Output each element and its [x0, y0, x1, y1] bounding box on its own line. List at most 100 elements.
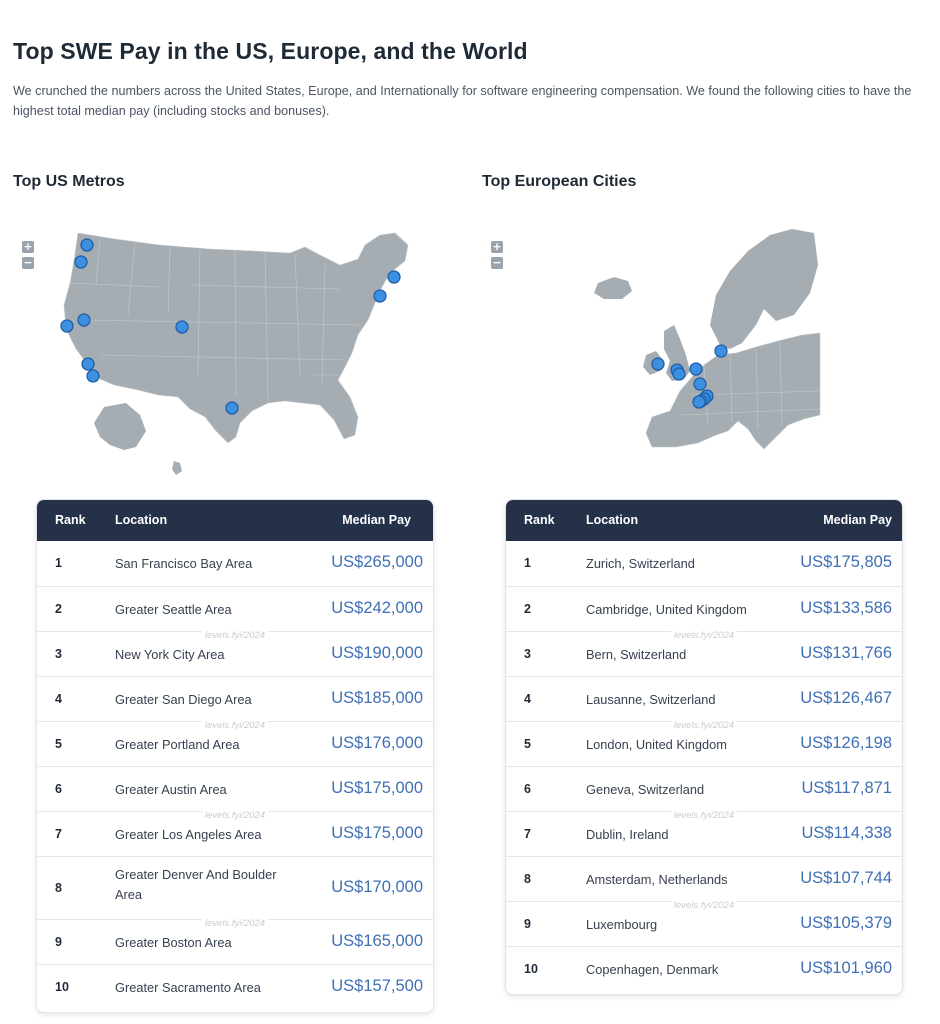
- location-cell: Geneva, Switzerland: [586, 781, 705, 797]
- marker-luxembourg[interactable]: [693, 377, 707, 391]
- location-cell: Greater Los Angeles Area: [115, 826, 262, 842]
- table-row: 9 Greater Boston Area US$165,000: [37, 919, 433, 964]
- marker-copenhagen[interactable]: [714, 344, 728, 358]
- marker-amsterdam[interactable]: [689, 362, 703, 376]
- marker-san-francisco[interactable]: [60, 319, 74, 333]
- median-pay-cell: US$105,379: [800, 913, 892, 932]
- us-map[interactable]: [40, 225, 420, 480]
- median-pay-cell: US$165,000: [331, 931, 423, 950]
- marker-sacramento[interactable]: [77, 313, 91, 327]
- table-row: 8 Greater Denver And Boulder Area US$170,0…: [37, 856, 433, 929]
- marker-denver[interactable]: [175, 320, 189, 334]
- great-britain-shape: [664, 325, 690, 381]
- rank-cell: 5: [524, 736, 531, 751]
- us-zoom-in-button[interactable]: +: [22, 240, 34, 253]
- us-table-header: Rank Location Median Pay: [37, 500, 433, 541]
- location-cell: Greater Denver And Boulder Area: [115, 867, 277, 902]
- rank-header: Rank: [55, 513, 86, 527]
- location-cell: Greater Boston Area: [115, 934, 232, 950]
- table-row: 9 Luxembourg US$105,379: [506, 901, 902, 946]
- table-row: 10 Copenhagen, Denmark US$101,960: [506, 946, 902, 991]
- rank-cell: 10: [524, 961, 538, 976]
- median-pay-cell: US$126,198: [800, 733, 892, 752]
- us-pay-table: Rank Location Median Pay 1 San Francisco …: [36, 499, 434, 1013]
- marker-portland[interactable]: [74, 255, 88, 269]
- table-row: 7 Dublin, Ireland US$114,338: [506, 811, 902, 856]
- page-title: Top SWE Pay in the US, Europe, and the W…: [13, 38, 528, 64]
- table-row: 1 Zurich, Switzerland US$175,805: [506, 541, 902, 586]
- table-row: 10 Greater Sacramento Area US$157,500: [37, 964, 433, 1009]
- median-pay-cell: US$101,960: [800, 958, 892, 977]
- us-mainland-shape: [63, 232, 409, 444]
- marker-new-york[interactable]: [373, 289, 387, 303]
- median-pay-cell: US$175,000: [331, 823, 423, 842]
- location-cell: San Francisco Bay Area: [115, 555, 253, 571]
- location-cell: Cambridge, United Kingdom: [586, 601, 747, 617]
- location-cell: Lausanne, Switzerland: [586, 691, 716, 707]
- marker-san-diego[interactable]: [86, 369, 100, 383]
- location-cell: Zurich, Switzerland: [586, 555, 695, 571]
- rank-cell: 9: [524, 916, 531, 931]
- continental-europe-shape: [645, 332, 821, 450]
- eu-zoom-out-button[interactable]: −: [491, 256, 503, 269]
- location-cell: Luxembourg: [586, 916, 658, 932]
- marker-geneva[interactable]: [692, 395, 706, 409]
- eu-table-header: Rank Location Median Pay: [506, 500, 902, 541]
- median-pay-cell: US$190,000: [331, 643, 423, 662]
- median-pay-cell: US$242,000: [331, 598, 423, 617]
- rank-cell: 8: [55, 880, 62, 895]
- location-cell: Amsterdam, Netherlands: [586, 871, 728, 887]
- eu-zoom-in-button[interactable]: +: [491, 240, 503, 253]
- hawaii-shape: [172, 461, 182, 475]
- location-cell: London, United Kingdom: [586, 736, 727, 752]
- us-zoom-out-button[interactable]: −: [22, 256, 34, 269]
- us-map-svg: [60, 232, 409, 475]
- median-pay-cell: US$170,000: [331, 877, 423, 896]
- table-row: 5 London, United Kingdom US$126,198: [506, 721, 902, 766]
- rank-cell: 6: [55, 781, 62, 796]
- marker-austin[interactable]: [225, 401, 239, 415]
- us-table-body: 1 San Francisco Bay Area US$265,000 2 Greate…: [37, 541, 433, 1009]
- rank-cell: 1: [55, 555, 62, 570]
- location-cell: Greater Portland Area: [115, 736, 240, 752]
- median-pay-cell: US$114,338: [801, 823, 892, 842]
- location-cell: Dublin, Ireland: [586, 826, 669, 842]
- location-cell: Greater San Diego Area: [115, 691, 252, 707]
- median-pay-header: Median Pay: [342, 513, 411, 527]
- location-cell: Copenhagen, Denmark: [586, 961, 719, 977]
- table-row: 3 Bern, Switzerland US$131,766: [506, 631, 902, 676]
- eu-pay-table: Rank Location Median Pay 1 Zurich, Switze…: [505, 499, 903, 995]
- europe-map[interactable]: [580, 225, 825, 455]
- rank-cell: 8: [524, 871, 531, 886]
- table-row: 8 Amsterdam, Netherlands US$107,744 levels.…: [506, 856, 902, 911]
- location-header: Location: [115, 513, 168, 527]
- marker-boston[interactable]: [387, 270, 401, 284]
- us-city-markers[interactable]: [60, 238, 401, 415]
- eu-section-title: Top European Cities: [482, 173, 637, 190]
- location-cell: Greater Seattle Area: [115, 601, 232, 617]
- table-row: 7 Greater Los Angeles Area US$175,000: [37, 811, 433, 856]
- rank-cell: 10: [55, 979, 69, 994]
- marker-london[interactable]: [672, 367, 686, 381]
- median-pay-cell: US$265,000: [331, 552, 423, 571]
- location-header: Location: [586, 513, 639, 527]
- marker-los-angeles[interactable]: [81, 357, 95, 371]
- location-cell: Bern, Switzerland: [586, 646, 687, 662]
- median-pay-cell: US$175,805: [800, 552, 892, 571]
- europe-map-svg: [594, 229, 821, 450]
- table-row: 1 San Francisco Bay Area US$265,000: [37, 541, 433, 586]
- rank-header: Rank: [524, 513, 555, 527]
- eu-city-markers[interactable]: [651, 344, 728, 409]
- median-pay-cell: US$176,000: [331, 733, 423, 752]
- eu-table-body: 1 Zurich, Switzerland US$175,805 2 Cambridge…: [506, 541, 902, 991]
- median-pay-header: Median Pay: [823, 513, 892, 527]
- median-pay-cell: US$131,766: [800, 643, 892, 662]
- rank-cell: 3: [55, 646, 62, 661]
- us-section-title: Top US Metros: [13, 173, 125, 190]
- marker-dublin[interactable]: [651, 357, 665, 371]
- marker-seattle[interactable]: [80, 238, 94, 252]
- median-pay-cell: US$126,467: [800, 688, 892, 707]
- rank-cell: 4: [524, 691, 531, 706]
- iceland-shape: [594, 277, 632, 299]
- rank-cell: 5: [55, 736, 62, 751]
